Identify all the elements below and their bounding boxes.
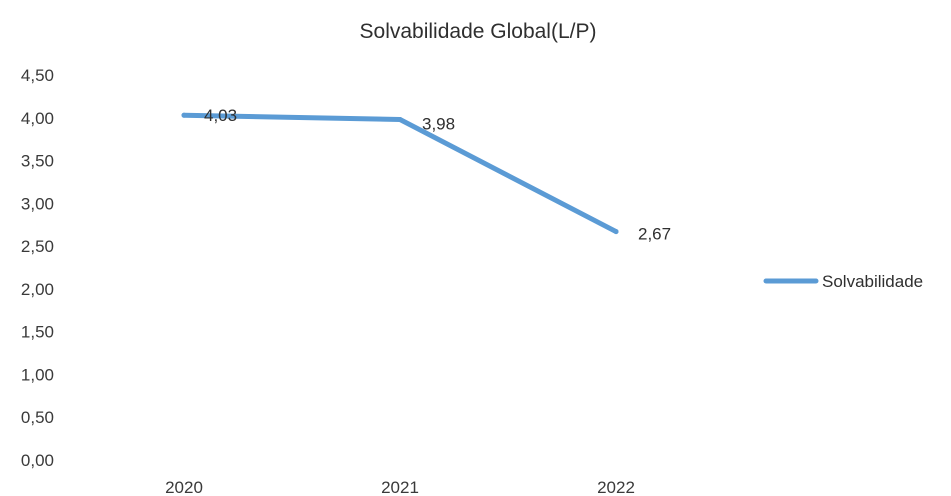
y-tick-label: 2,50: [21, 237, 54, 256]
x-tick-label: 2020: [165, 478, 203, 496]
y-tick-label: 4,00: [21, 109, 54, 128]
legend-label: Solvabilidade: [822, 272, 923, 291]
y-axis: 0,00 0,50 1,00 1,50 2,00 2,50 3,00 3,50 4,00 4,50: [21, 66, 54, 470]
y-tick-label: 1,50: [21, 323, 54, 342]
data-label: 4,03: [204, 106, 237, 125]
data-labels: 4,03 3,98 2,67: [204, 106, 671, 243]
y-tick-label: 2,00: [21, 280, 54, 299]
y-tick-label: 3,50: [21, 152, 54, 171]
series-line-solvabilidade: [181, 112, 619, 235]
data-point: [613, 229, 619, 235]
chart-title: Solvabilidade Global(L/P): [360, 20, 597, 43]
data-point: [181, 112, 187, 118]
y-tick-label: 1,00: [21, 365, 54, 384]
data-label: 2,67: [638, 225, 671, 244]
data-point: [397, 116, 403, 122]
x-tick-label: 2022: [597, 478, 635, 496]
x-axis: 2020 2021 2022: [165, 478, 635, 496]
data-label: 3,98: [422, 114, 455, 133]
legend: Solvabilidade: [763, 272, 923, 291]
y-tick-label: 3,00: [21, 194, 54, 213]
x-tick-label: 2021: [381, 478, 419, 496]
y-tick-label: 4,50: [21, 66, 54, 85]
y-tick-label: 0,50: [21, 408, 54, 427]
y-tick-label: 0,00: [21, 451, 54, 470]
series-layer: [181, 112, 619, 235]
